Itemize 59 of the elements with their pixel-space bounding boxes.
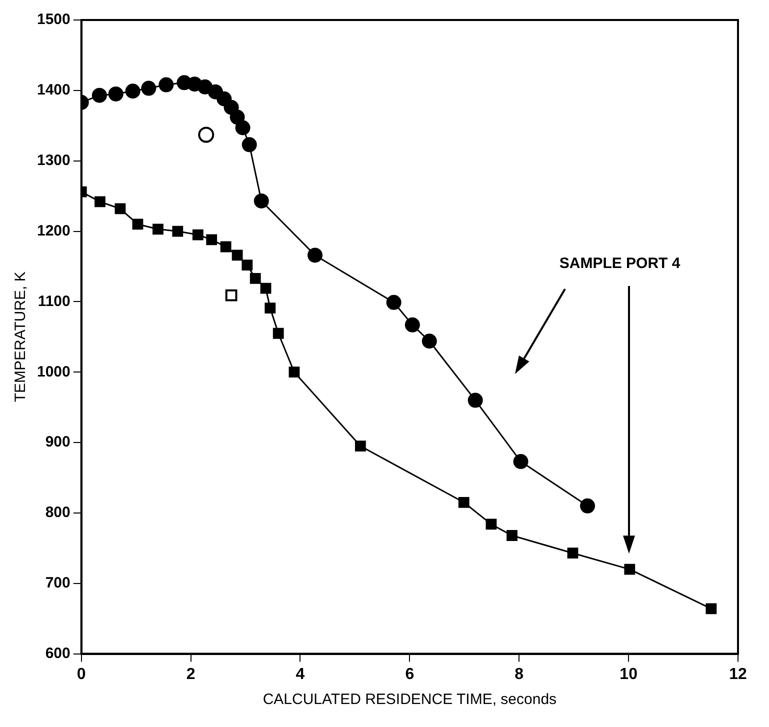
point <box>254 193 269 208</box>
x-tick-label: 2 <box>186 666 196 683</box>
point <box>468 392 483 408</box>
y-tick-label: 800 <box>45 504 70 522</box>
point <box>250 273 261 284</box>
x-tick-label: 12 <box>729 666 747 683</box>
point <box>264 302 276 314</box>
point <box>108 86 124 102</box>
point <box>132 218 144 230</box>
point <box>260 282 272 294</box>
point <box>513 454 528 470</box>
point <box>235 120 250 136</box>
point <box>158 77 174 92</box>
point <box>706 603 717 614</box>
point <box>567 548 578 559</box>
point <box>354 440 366 452</box>
point <box>232 250 243 261</box>
point <box>220 241 232 252</box>
point <box>288 366 300 378</box>
y-tick-label: 1300 <box>36 152 70 169</box>
point <box>486 518 497 530</box>
point <box>308 248 323 263</box>
point <box>94 196 106 208</box>
x-tick-label: 10 <box>620 666 638 683</box>
y-tick-label: 900 <box>45 434 70 451</box>
x-tick-label: 8 <box>514 666 524 683</box>
point <box>624 564 636 575</box>
x-axis-title: CALCULATED RESIDENCE TIME, seconds <box>262 691 557 708</box>
point <box>206 234 218 246</box>
point <box>152 224 164 235</box>
point <box>580 498 596 514</box>
point <box>125 84 140 99</box>
annotation: SAMPLE PORT 4 <box>559 255 681 272</box>
point <box>386 294 402 310</box>
point <box>192 229 204 240</box>
point <box>114 203 126 214</box>
x-tick-label: 6 <box>405 666 414 683</box>
x-tick-label: 4 <box>296 666 305 683</box>
point <box>198 126 214 143</box>
y-axis-title: TEMPERATURE, K <box>12 272 30 402</box>
point <box>272 328 284 339</box>
point <box>506 530 518 541</box>
point <box>172 226 184 237</box>
y-tick-label: 1100 <box>38 292 70 310</box>
y-tick-label: 600 <box>45 644 70 662</box>
y-tick-label: 1200 <box>36 222 70 240</box>
y-tick-label: 1400 <box>36 82 70 99</box>
y-tick-label: 700 <box>45 574 70 592</box>
point <box>458 496 470 508</box>
point <box>242 260 253 271</box>
y-tick-label: 1000 <box>36 363 70 380</box>
point <box>404 317 420 332</box>
x-tick-label: 0 <box>76 666 86 683</box>
point <box>92 88 107 103</box>
y-tick-label: 1500 <box>36 11 70 28</box>
point <box>141 80 156 96</box>
point <box>422 334 437 349</box>
point <box>242 137 257 152</box>
point <box>225 289 238 302</box>
